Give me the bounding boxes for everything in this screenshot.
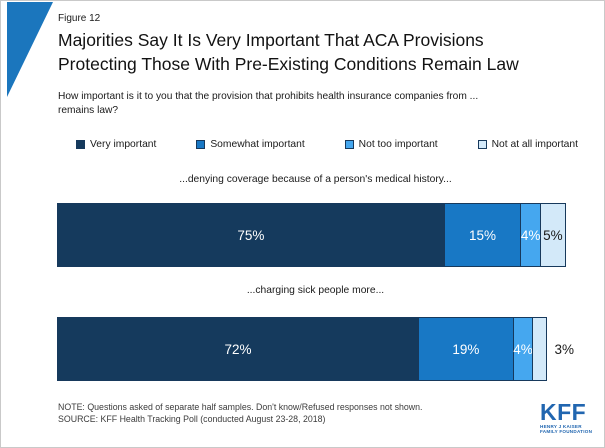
bar-segment: 4% <box>512 317 534 381</box>
bar-value-label: 75% <box>237 227 265 243</box>
legend-swatch-icon <box>477 140 487 149</box>
legend-label: Not at all important <box>491 139 578 150</box>
note-text: NOTE: Questions asked of separate half s… <box>58 402 423 412</box>
chart-legend: Very important Somewhat important Not to… <box>76 139 578 150</box>
question-line-2: remains law? <box>58 104 119 116</box>
bar-segment: 75% <box>57 203 445 267</box>
legend-item-not-too-important: Not too important <box>344 139 438 150</box>
stacked-bar: 72% 19% 4% 3% <box>57 317 574 381</box>
bar-value-label: 4% <box>520 227 541 243</box>
bar-segment: 19% <box>418 317 514 381</box>
legend-swatch-icon <box>196 140 206 149</box>
title-line-2: Protecting Those With Pre-Existing Condi… <box>58 54 519 74</box>
bar-category-label: ...charging sick people more... <box>246 285 385 296</box>
legend-swatch-icon <box>344 140 354 149</box>
bar-category-label: ...denying coverage because of a person'… <box>179 174 452 185</box>
bar-value-label: 72% <box>224 341 252 357</box>
legend-item-not-at-all-important: Not at all important <box>477 139 578 150</box>
legend-label: Somewhat important <box>210 139 305 150</box>
bar-segment: 4% <box>520 203 541 267</box>
bar-value-label: 15% <box>469 227 497 243</box>
kff-logo-subtext-line-2: FAMILY FOUNDATION <box>540 429 593 435</box>
bar-segment <box>532 317 548 381</box>
survey-question: How important is it to you that the prov… <box>58 90 478 117</box>
bar-value-label: 5% <box>543 227 563 243</box>
stacked-bar: 75% 15% 4% 5% <box>57 203 574 267</box>
source-text: SOURCE: KFF Health Tracking Poll (conduc… <box>58 413 326 424</box>
title-line-1: Majorities Say It Is Very Important That… <box>58 30 484 50</box>
figure-label: Figure 12 <box>58 13 101 24</box>
footer-notes: NOTE: Questions asked of separate half s… <box>58 402 423 425</box>
bar-value-label: 19% <box>452 341 480 357</box>
kff-logo-subtext-line-1: HENRY J KAISER <box>540 424 582 429</box>
corner-accent-triangle-icon <box>7 2 53 97</box>
question-line-1: How important is it to you that the prov… <box>58 91 479 102</box>
legend-label: Very important <box>90 139 157 150</box>
bar-segment: 72% <box>57 317 420 381</box>
kff-logo: KFF HENRY J KAISER FAMILY FOUNDATION <box>540 401 592 435</box>
bar-segment: 15% <box>443 203 522 267</box>
bar-segment: 5% <box>539 203 566 267</box>
legend-item-very-important: Very important <box>76 139 156 150</box>
legend-item-somewhat-important: Somewhat important <box>196 139 305 150</box>
legend-label: Not too important <box>358 139 438 150</box>
kff-logo-text: KFF <box>540 399 587 425</box>
legend-swatch-icon <box>76 140 85 149</box>
bar-value-label: 4% <box>513 341 533 357</box>
bar-value-label-outside: 3% <box>554 341 574 357</box>
page-title: Majorities Say It Is Very Important That… <box>58 28 519 76</box>
